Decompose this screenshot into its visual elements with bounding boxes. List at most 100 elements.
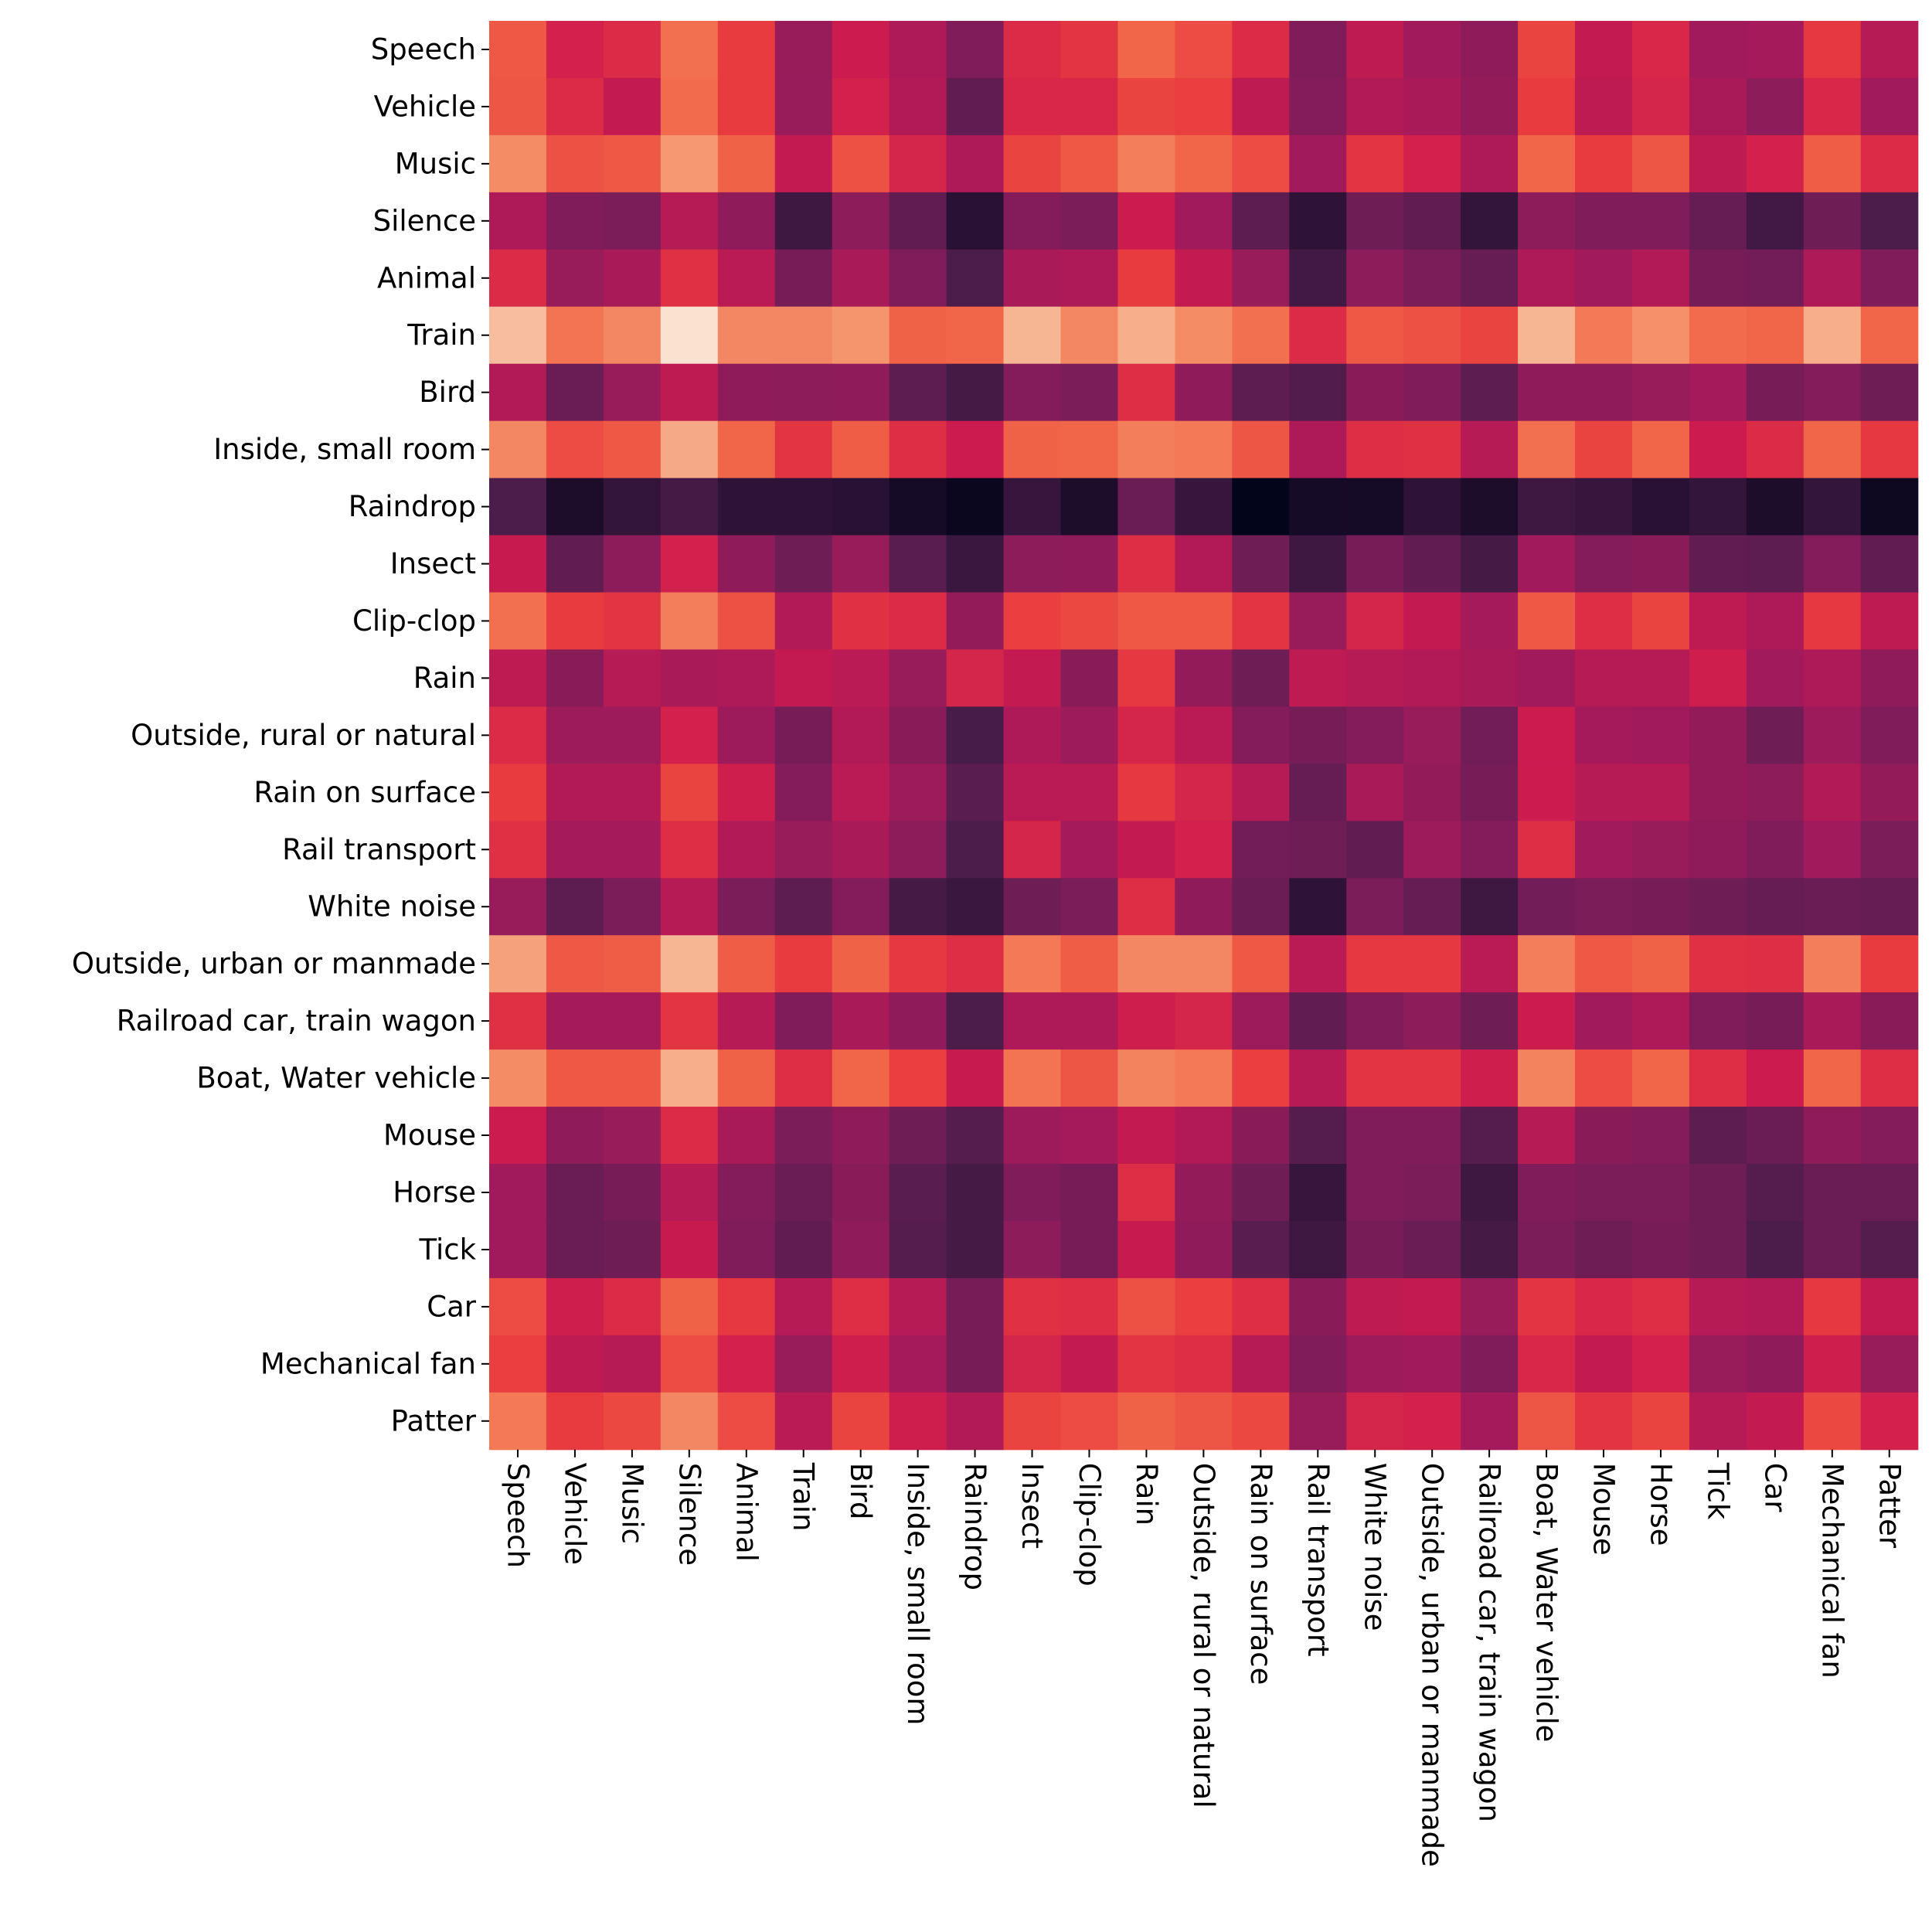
- heatmap-cell-rain--speech: [489, 649, 547, 707]
- heatmap-cell-mechanical-fan--animal: [717, 1335, 776, 1393]
- column-label-speech: Speech: [501, 1463, 534, 1568]
- heatmap-cell-animal--silence: [660, 249, 719, 308]
- column-label-bird: Bird: [844, 1463, 877, 1520]
- heatmap-cell-bird--train: [774, 363, 833, 422]
- heatmap-cell-patter--train: [774, 1392, 833, 1451]
- heatmap-cell-mouse--mouse: [1575, 1107, 1633, 1165]
- column-label-tick: Tick: [1701, 1462, 1734, 1520]
- column-label-patter: Patter: [1872, 1463, 1906, 1549]
- heatmap-cell-inside-small-room--animal: [717, 420, 776, 479]
- heatmap-cell-speech--vehicle: [546, 21, 604, 79]
- column-label-train: Train: [787, 1462, 820, 1532]
- heatmap-cell-outside-urban-or-manmade--rain: [1117, 935, 1175, 993]
- heatmap-cell-railroad-car-train-wagon--music: [603, 992, 662, 1050]
- heatmap-cell-rain-on-surface--white-noise: [1346, 764, 1404, 821]
- heatmap-cell-rain-on-surface--raindrop: [946, 764, 1005, 821]
- heatmap-cell-horse--rain: [1117, 1164, 1175, 1222]
- heatmap-cell-insect--insect: [1003, 535, 1062, 594]
- heatmap-cell-music--rail-transport: [1289, 134, 1347, 193]
- heatmap-cell-clip-clop--white-noise: [1346, 592, 1404, 651]
- heatmap-cell-white-noise--inside-small-room: [889, 878, 947, 936]
- heatmap-cell-silence--vehicle: [546, 192, 604, 250]
- heatmap-cell-speech--speech: [489, 21, 547, 79]
- heatmap-cell-mouse--insect: [1003, 1107, 1062, 1165]
- heatmap-cell-silence--boat-water-vehicle: [1518, 192, 1576, 250]
- heatmap-cell-outside-urban-or-manmade--outside-rural-or-natural: [1175, 935, 1233, 993]
- heatmap-cell-white-noise--patter: [1860, 878, 1919, 936]
- heatmap-cell-inside-small-room--rain-on-surface: [1232, 420, 1290, 479]
- heatmap-cell-rail-transport--railroad-car-train-wagon: [1461, 821, 1519, 879]
- heatmap-cell-outside-rural-or-natural--outside-urban-or-manmade: [1403, 706, 1461, 764]
- heatmap-cell-rail-transport--insect: [1003, 821, 1062, 879]
- row-label-inside-small-room: Inside, small room: [213, 433, 476, 466]
- heatmap-cell-train--white-noise: [1346, 306, 1404, 365]
- heatmap-cell-music--boat-water-vehicle: [1518, 134, 1576, 193]
- heatmap-cell-clip-clop--outside-rural-or-natural: [1175, 592, 1233, 651]
- heatmap-cell-vehicle--outside-rural-or-natural: [1175, 77, 1233, 136]
- heatmap-cell-rain--mechanical-fan: [1803, 649, 1862, 707]
- heatmap-cell-animal--rail-transport: [1289, 249, 1347, 308]
- row-label-bird: Bird: [419, 376, 476, 409]
- heatmap-cell-patter--car: [1746, 1392, 1804, 1451]
- heatmap-cell-vehicle--white-noise: [1346, 77, 1404, 136]
- heatmap-cell-insect--silence: [660, 535, 719, 594]
- heatmap-cell-horse--rail-transport: [1289, 1164, 1347, 1222]
- heatmap-cell-tick--car: [1746, 1220, 1804, 1279]
- heatmap-cell-white-noise--outside-rural-or-natural: [1175, 878, 1233, 936]
- heatmap-cell-train--insect: [1003, 306, 1062, 365]
- heatmap-cell-rain--railroad-car-train-wagon: [1461, 649, 1519, 707]
- heatmap-cell-animal--insect: [1003, 249, 1062, 308]
- heatmap-cell-railroad-car-train-wagon--patter: [1860, 992, 1919, 1050]
- heatmap-cell-animal--mouse: [1575, 249, 1633, 308]
- heatmap-cell-horse--car: [1746, 1164, 1804, 1222]
- heatmap-cell-boat-water-vehicle--rain: [1117, 1049, 1175, 1107]
- heatmap-cell-boat-water-vehicle--mechanical-fan: [1803, 1049, 1862, 1107]
- heatmap-cell-bird--mouse: [1575, 363, 1633, 422]
- heatmap-cell-insect--outside-urban-or-manmade: [1403, 535, 1461, 594]
- heatmap-cell-inside-small-room--train: [774, 420, 833, 479]
- row-label-rain: Rain: [413, 662, 476, 695]
- heatmap-cell-mechanical-fan--horse: [1632, 1335, 1690, 1393]
- heatmap-cell-outside-rural-or-natural--clip-clop: [1060, 706, 1119, 764]
- heatmap-cell-silence--insect: [1003, 192, 1062, 250]
- heatmap-cells: [489, 21, 1919, 1451]
- heatmap-cell-car--insect: [1003, 1277, 1062, 1336]
- heatmap-cell-outside-rural-or-natural--inside-small-room: [889, 706, 947, 764]
- heatmap-cell-train--rail-transport: [1289, 306, 1347, 365]
- heatmap-cell-railroad-car-train-wagon--boat-water-vehicle: [1518, 992, 1576, 1050]
- heatmap-cell-railroad-car-train-wagon--white-noise: [1346, 992, 1404, 1050]
- heatmap-cell-inside-small-room--clip-clop: [1060, 420, 1119, 479]
- heatmap-cell-silence--silence: [660, 192, 719, 250]
- heatmap-cell-bird--inside-small-room: [889, 363, 947, 422]
- heatmap-cell-car--train: [774, 1277, 833, 1336]
- heatmap-cell-insect--train: [774, 535, 833, 594]
- heatmap-cell-bird--horse: [1632, 363, 1690, 422]
- heatmap-cell-rail-transport--rail-transport: [1289, 821, 1347, 879]
- heatmap-cell-railroad-car-train-wagon--mouse: [1575, 992, 1633, 1050]
- heatmap-cell-rain-on-surface--outside-urban-or-manmade: [1403, 764, 1461, 821]
- heatmap-cell-music--vehicle: [546, 134, 604, 193]
- heatmap-cell-horse--mouse: [1575, 1164, 1633, 1222]
- row-label-vehicle: Vehicle: [374, 90, 476, 123]
- heatmap-cell-train--mouse: [1575, 306, 1633, 365]
- heatmap-cell-music--patter: [1860, 134, 1919, 193]
- heatmap-cell-tick--speech: [489, 1220, 547, 1279]
- heatmap-cell-raindrop--patter: [1860, 478, 1919, 536]
- heatmap-cell-horse--boat-water-vehicle: [1518, 1164, 1576, 1222]
- heatmap-cell-vehicle--mechanical-fan: [1803, 77, 1862, 136]
- row-label-car: Car: [427, 1290, 477, 1323]
- heatmap-cell-mechanical-fan--raindrop: [946, 1335, 1005, 1393]
- heatmap-cell-raindrop--boat-water-vehicle: [1518, 478, 1576, 536]
- heatmap-cell-inside-small-room--vehicle: [546, 420, 604, 479]
- heatmap-cell-rain--clip-clop: [1060, 649, 1119, 707]
- heatmap-cell-clip-clop--patter: [1860, 592, 1919, 651]
- heatmap-cell-white-noise--vehicle: [546, 878, 604, 936]
- row-label-animal: Animal: [377, 261, 476, 294]
- heatmap-cell-train--inside-small-room: [889, 306, 947, 365]
- heatmap-cell-rain-on-surface--animal: [717, 764, 776, 821]
- heatmap-cell-music--car: [1746, 134, 1804, 193]
- heatmap-cell-rain-on-surface--tick: [1689, 764, 1747, 821]
- heatmap-cell-outside-urban-or-manmade--clip-clop: [1060, 935, 1119, 993]
- heatmap-cell-music--rain-on-surface: [1232, 134, 1290, 193]
- heatmap-cell-music--train: [774, 134, 833, 193]
